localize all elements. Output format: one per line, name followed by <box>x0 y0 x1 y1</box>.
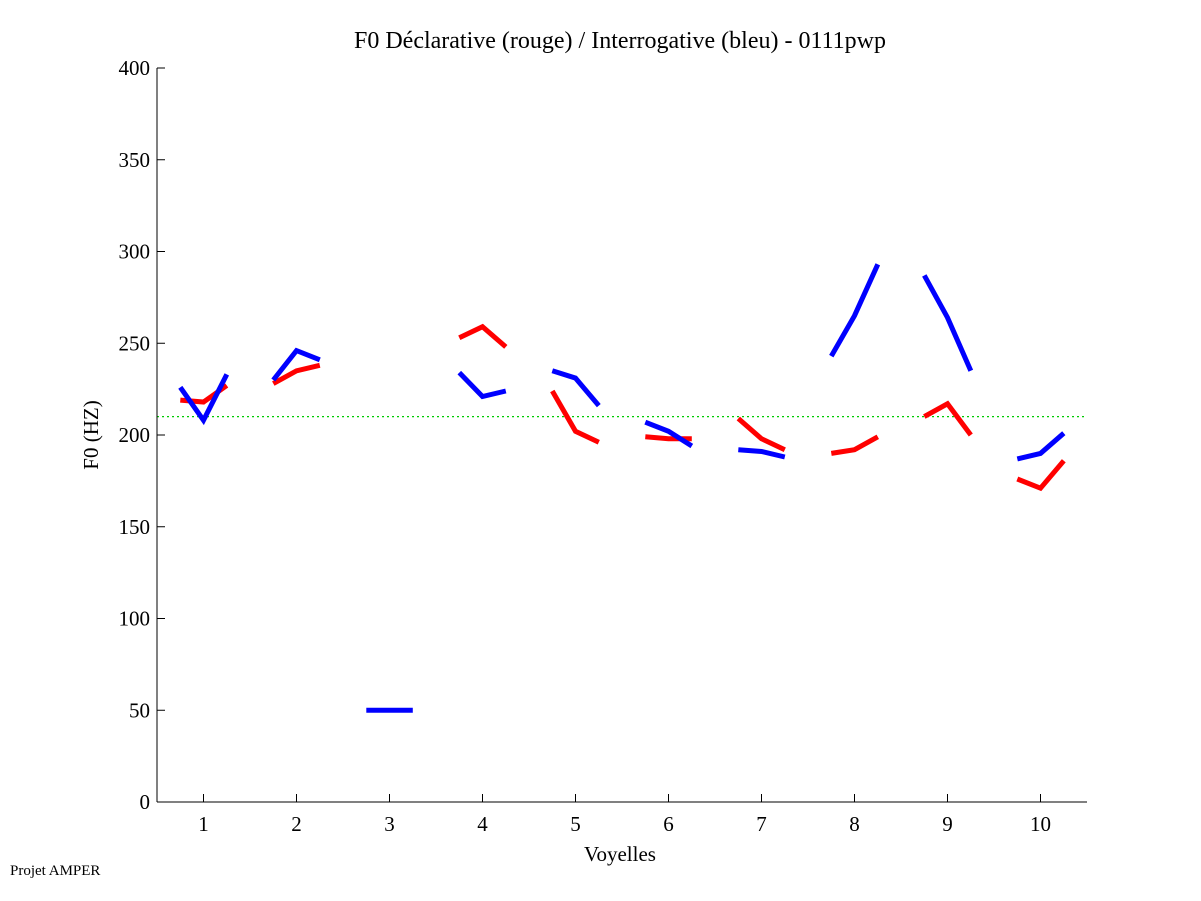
series-0-segment-5 <box>645 434 692 442</box>
series-1-segment-10 <box>1016 431 1066 462</box>
y-tick-label: 300 <box>119 240 151 264</box>
plot-area: 0 50 100 150 200 250 300 350 400 1 2 3 4 5 6 7 8 9 10 <box>119 56 1087 836</box>
y-tick-label: 0 <box>140 790 151 814</box>
x-tick-label: 2 <box>291 812 302 836</box>
x-tick-label: 8 <box>849 812 860 836</box>
series-1-segment-8 <box>829 263 881 358</box>
y-tick-label: 150 <box>119 515 151 539</box>
x-tick-label: 10 <box>1030 812 1051 836</box>
series-0-segment-3 <box>458 323 508 349</box>
y-axis-label: F0 (HZ) <box>79 400 103 469</box>
series-1-segment-4 <box>457 370 507 400</box>
series-0-segment-4 <box>550 389 600 445</box>
series-0-segment-9 <box>1016 459 1066 492</box>
y-tick-label: 200 <box>119 423 151 447</box>
x-tick-label: 7 <box>756 812 767 836</box>
series-0-segment-2 <box>272 362 321 386</box>
chart-title: F0 Déclarative (rouge) / Interrogative (… <box>354 28 886 54</box>
series-1-segment-5 <box>551 368 601 408</box>
series-1-segment-6 <box>644 419 694 449</box>
series-1-segment-2 <box>271 347 321 382</box>
y-tick-label: 250 <box>119 331 151 355</box>
x-tick-label: 5 <box>570 812 581 836</box>
series-1-segment-7 <box>738 447 786 460</box>
series-0-segment-8 <box>923 400 973 437</box>
y-tick-label: 400 <box>119 56 151 80</box>
x-tick-label: 6 <box>663 812 674 836</box>
x-tick-label: 3 <box>384 812 395 836</box>
x-tick-label: 1 <box>198 812 209 836</box>
y-tick-label: 100 <box>119 607 151 631</box>
x-axis-label: Voyelles <box>584 842 656 866</box>
x-tick-label: 4 <box>477 812 488 836</box>
footer-credit: Projet AMPER <box>10 863 101 879</box>
series-1-segment-1 <box>178 373 230 426</box>
series-0-segment-7 <box>830 434 880 456</box>
y-tick-label: 350 <box>119 148 151 172</box>
series-0-segment-6 <box>736 416 786 452</box>
y-tick-label: 50 <box>129 698 150 722</box>
series-1-segment-9 <box>922 274 974 372</box>
x-tick-label: 9 <box>942 812 953 836</box>
